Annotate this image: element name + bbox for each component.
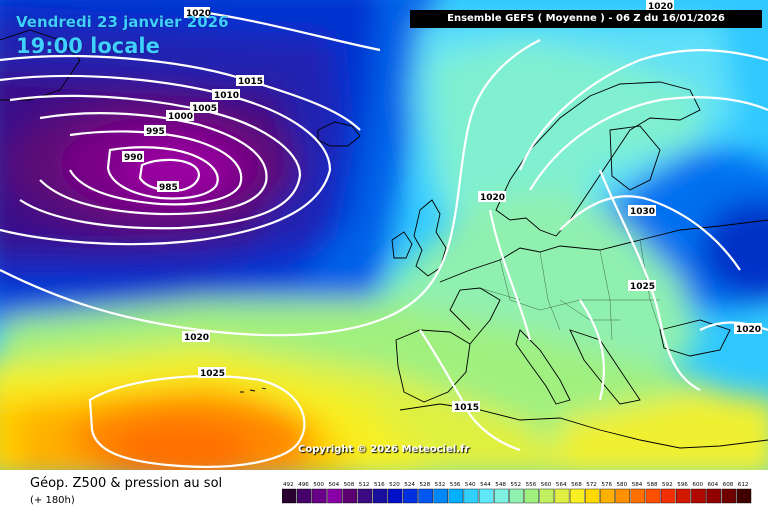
isobar-label: 990 — [124, 153, 143, 163]
isobar-label: 985 — [159, 183, 178, 193]
color-scale-labels: 492 496 500 504 508 512 516 520 524 528 532 536 540 5… — [283, 482, 748, 488]
scale-swatch — [433, 488, 449, 504]
scale-swatch — [357, 488, 373, 504]
scale-label: 572 — [586, 482, 597, 488]
scale-swatch — [645, 488, 661, 504]
z500-shading — [0, 0, 768, 470]
isobar-label: 1020 — [648, 2, 673, 12]
scale-swatch — [691, 488, 706, 504]
geopotential-field: 1020 1015 1010 1005 1000 995 990 985 102… — [0, 0, 768, 470]
scale-swatch — [494, 488, 509, 504]
scale-swatch — [600, 488, 615, 504]
isobar-label: 1015 — [238, 77, 263, 87]
scale-swatch — [676, 488, 691, 504]
scale-label: 592 — [662, 482, 673, 488]
scale-label: 608 — [723, 482, 734, 488]
valid-date: Vendredi 23 janvier 2026 — [16, 13, 229, 31]
scale-label: 564 — [556, 482, 567, 488]
scale-swatch — [630, 488, 646, 504]
scale-swatch — [585, 488, 600, 504]
borders — [479, 239, 661, 341]
weather-map: 1020 1015 1010 1005 1000 995 990 985 102… — [0, 0, 768, 470]
scale-swatch — [524, 488, 540, 504]
isobar-label: 1030 — [630, 207, 655, 217]
scale-swatch — [706, 488, 721, 504]
scale-swatch — [478, 488, 494, 504]
scale-swatch — [569, 488, 585, 504]
scale-label: 512 — [359, 482, 370, 488]
scale-label: 492 — [283, 482, 294, 488]
isobar-label: 1010 — [214, 91, 239, 101]
scale-label: 500 — [313, 482, 324, 488]
scale-swatch — [736, 488, 752, 504]
isobar-label: 995 — [146, 127, 165, 137]
scale-swatch — [327, 488, 342, 504]
scale-swatch — [463, 488, 479, 504]
isobar-label: 1025 — [200, 369, 225, 379]
scale-label: 540 — [465, 482, 476, 488]
scale-swatch — [615, 488, 630, 504]
scale-label: 576 — [601, 482, 612, 488]
scale-label: 528 — [420, 482, 431, 488]
isobar-label: 1015 — [454, 403, 479, 413]
scale-swatch — [372, 488, 388, 504]
copyright-text: Copyright © 2026 Meteociel.fr — [298, 444, 470, 455]
scale-label: 508 — [344, 482, 355, 488]
scale-label: 544 — [480, 482, 491, 488]
scale-swatch — [342, 488, 357, 504]
scale-swatch — [539, 488, 555, 504]
scale-label: 524 — [404, 482, 415, 488]
scale-label: 516 — [374, 482, 385, 488]
scale-label: 584 — [632, 482, 643, 488]
scale-label: 520 — [389, 482, 400, 488]
scale-swatch — [387, 488, 403, 504]
isobar-label: 1020 — [480, 193, 505, 203]
lead-time: (+ 180h) — [30, 495, 75, 506]
scale-label: 588 — [647, 482, 658, 488]
scale-swatch — [721, 488, 737, 504]
isobar-label: 1020 — [186, 9, 211, 19]
scale-label: 600 — [692, 482, 703, 488]
scale-swatch — [403, 488, 418, 504]
scale-swatch — [282, 488, 297, 504]
scale-label: 568 — [571, 482, 582, 488]
valid-time: 19:00 locale — [16, 34, 160, 58]
scale-swatch — [312, 488, 327, 504]
isobar-label: 1005 — [192, 104, 217, 114]
scale-label: 504 — [329, 482, 340, 488]
isobar-labels: 1020 1015 1010 1005 1000 995 990 985 102… — [122, 0, 762, 413]
scale-swatch — [509, 488, 524, 504]
chart-title: Géop. Z500 & pression au sol — [30, 476, 223, 491]
scale-label: 532 — [435, 482, 446, 488]
scale-label: 496 — [298, 482, 309, 488]
isobar-label: 1020 — [184, 333, 209, 343]
scale-swatch — [554, 488, 570, 504]
color-scale: 492 496 500 504 508 512 516 520 524 528 532 536 540 5… — [282, 482, 752, 504]
isobar-label: 1000 — [168, 112, 193, 122]
scale-label: 604 — [708, 482, 719, 488]
scale-label: 548 — [495, 482, 506, 488]
scale-label: 580 — [617, 482, 628, 488]
scale-label: 556 — [526, 482, 537, 488]
scale-swatch — [448, 488, 464, 504]
scale-label: 560 — [541, 482, 552, 488]
scale-swatch — [660, 488, 676, 504]
isobars — [0, 10, 768, 468]
scale-label: 612 — [738, 482, 749, 488]
scale-label: 552 — [510, 482, 521, 488]
scale-swatch — [296, 488, 312, 504]
scale-label: 596 — [677, 482, 688, 488]
color-scale-swatches — [282, 488, 752, 504]
run-info-banner: Ensemble GEFS ( Moyenne ) - 06 Z du 16/0… — [410, 10, 762, 28]
scale-swatch — [418, 488, 433, 504]
isobar-label: 1025 — [630, 282, 655, 292]
isobar-label: 1020 — [736, 325, 761, 335]
scale-label: 536 — [450, 482, 461, 488]
